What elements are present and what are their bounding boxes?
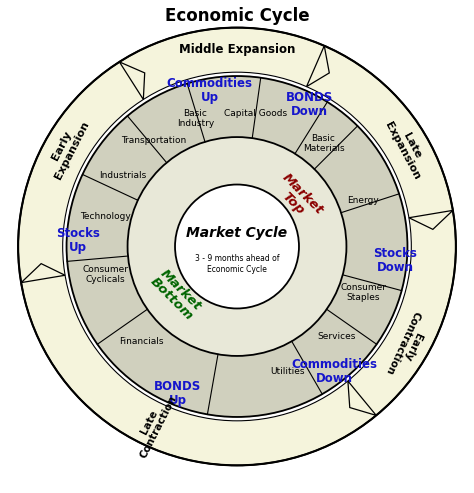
Circle shape [175, 184, 299, 309]
Text: Early
Expansion: Early Expansion [43, 115, 91, 181]
Circle shape [128, 137, 346, 356]
Polygon shape [307, 46, 329, 87]
Text: Utilities: Utilities [270, 367, 305, 376]
Text: Services: Services [318, 332, 356, 341]
Text: Basic
Materials: Basic Materials [303, 134, 344, 153]
Text: Basic
Industry: Basic Industry [177, 109, 214, 128]
Text: 3 - 9 months ahead of
Economic Cycle: 3 - 9 months ahead of Economic Cycle [195, 254, 279, 274]
Text: Consumer
Cyclicals: Consumer Cyclicals [82, 265, 128, 284]
Circle shape [63, 72, 411, 421]
Circle shape [18, 28, 456, 465]
Text: Stocks
Up: Stocks Up [56, 227, 100, 254]
Text: Market
Top: Market Top [270, 171, 326, 226]
Text: Transportation: Transportation [121, 136, 187, 145]
Text: Capital Goods: Capital Goods [224, 108, 287, 118]
Text: Consumer
Staples: Consumer Staples [340, 283, 386, 302]
Text: Middle Expansion: Middle Expansion [179, 43, 295, 56]
Text: Technology: Technology [81, 211, 131, 221]
Circle shape [63, 72, 411, 421]
Polygon shape [348, 381, 376, 416]
Polygon shape [119, 62, 145, 100]
Circle shape [66, 76, 408, 417]
Polygon shape [21, 264, 65, 282]
Text: Market
Bottom: Market Bottom [147, 266, 205, 323]
Text: Stocks
Down: Stocks Down [374, 247, 417, 274]
Text: Market Cycle: Market Cycle [186, 226, 288, 240]
Circle shape [18, 28, 456, 465]
Text: BONDS
Down: BONDS Down [285, 92, 333, 118]
Circle shape [66, 76, 408, 417]
Text: Financials: Financials [119, 337, 164, 346]
Text: Early
Contraction: Early Contraction [383, 309, 431, 381]
Polygon shape [409, 211, 453, 229]
Text: Energy: Energy [347, 196, 379, 205]
Circle shape [128, 137, 346, 356]
Text: Late
Contraction: Late Contraction [129, 389, 179, 460]
Text: Commodities
Down: Commodities Down [292, 358, 378, 385]
Text: Economic Cycle: Economic Cycle [164, 7, 310, 25]
Text: BONDS
Up: BONDS Up [154, 380, 201, 407]
Text: Industrials: Industrials [99, 171, 146, 179]
Text: Commodities
Up: Commodities Up [166, 76, 253, 104]
Circle shape [175, 184, 299, 309]
Circle shape [18, 28, 456, 465]
Text: Late
Expansion: Late Expansion [383, 115, 431, 181]
